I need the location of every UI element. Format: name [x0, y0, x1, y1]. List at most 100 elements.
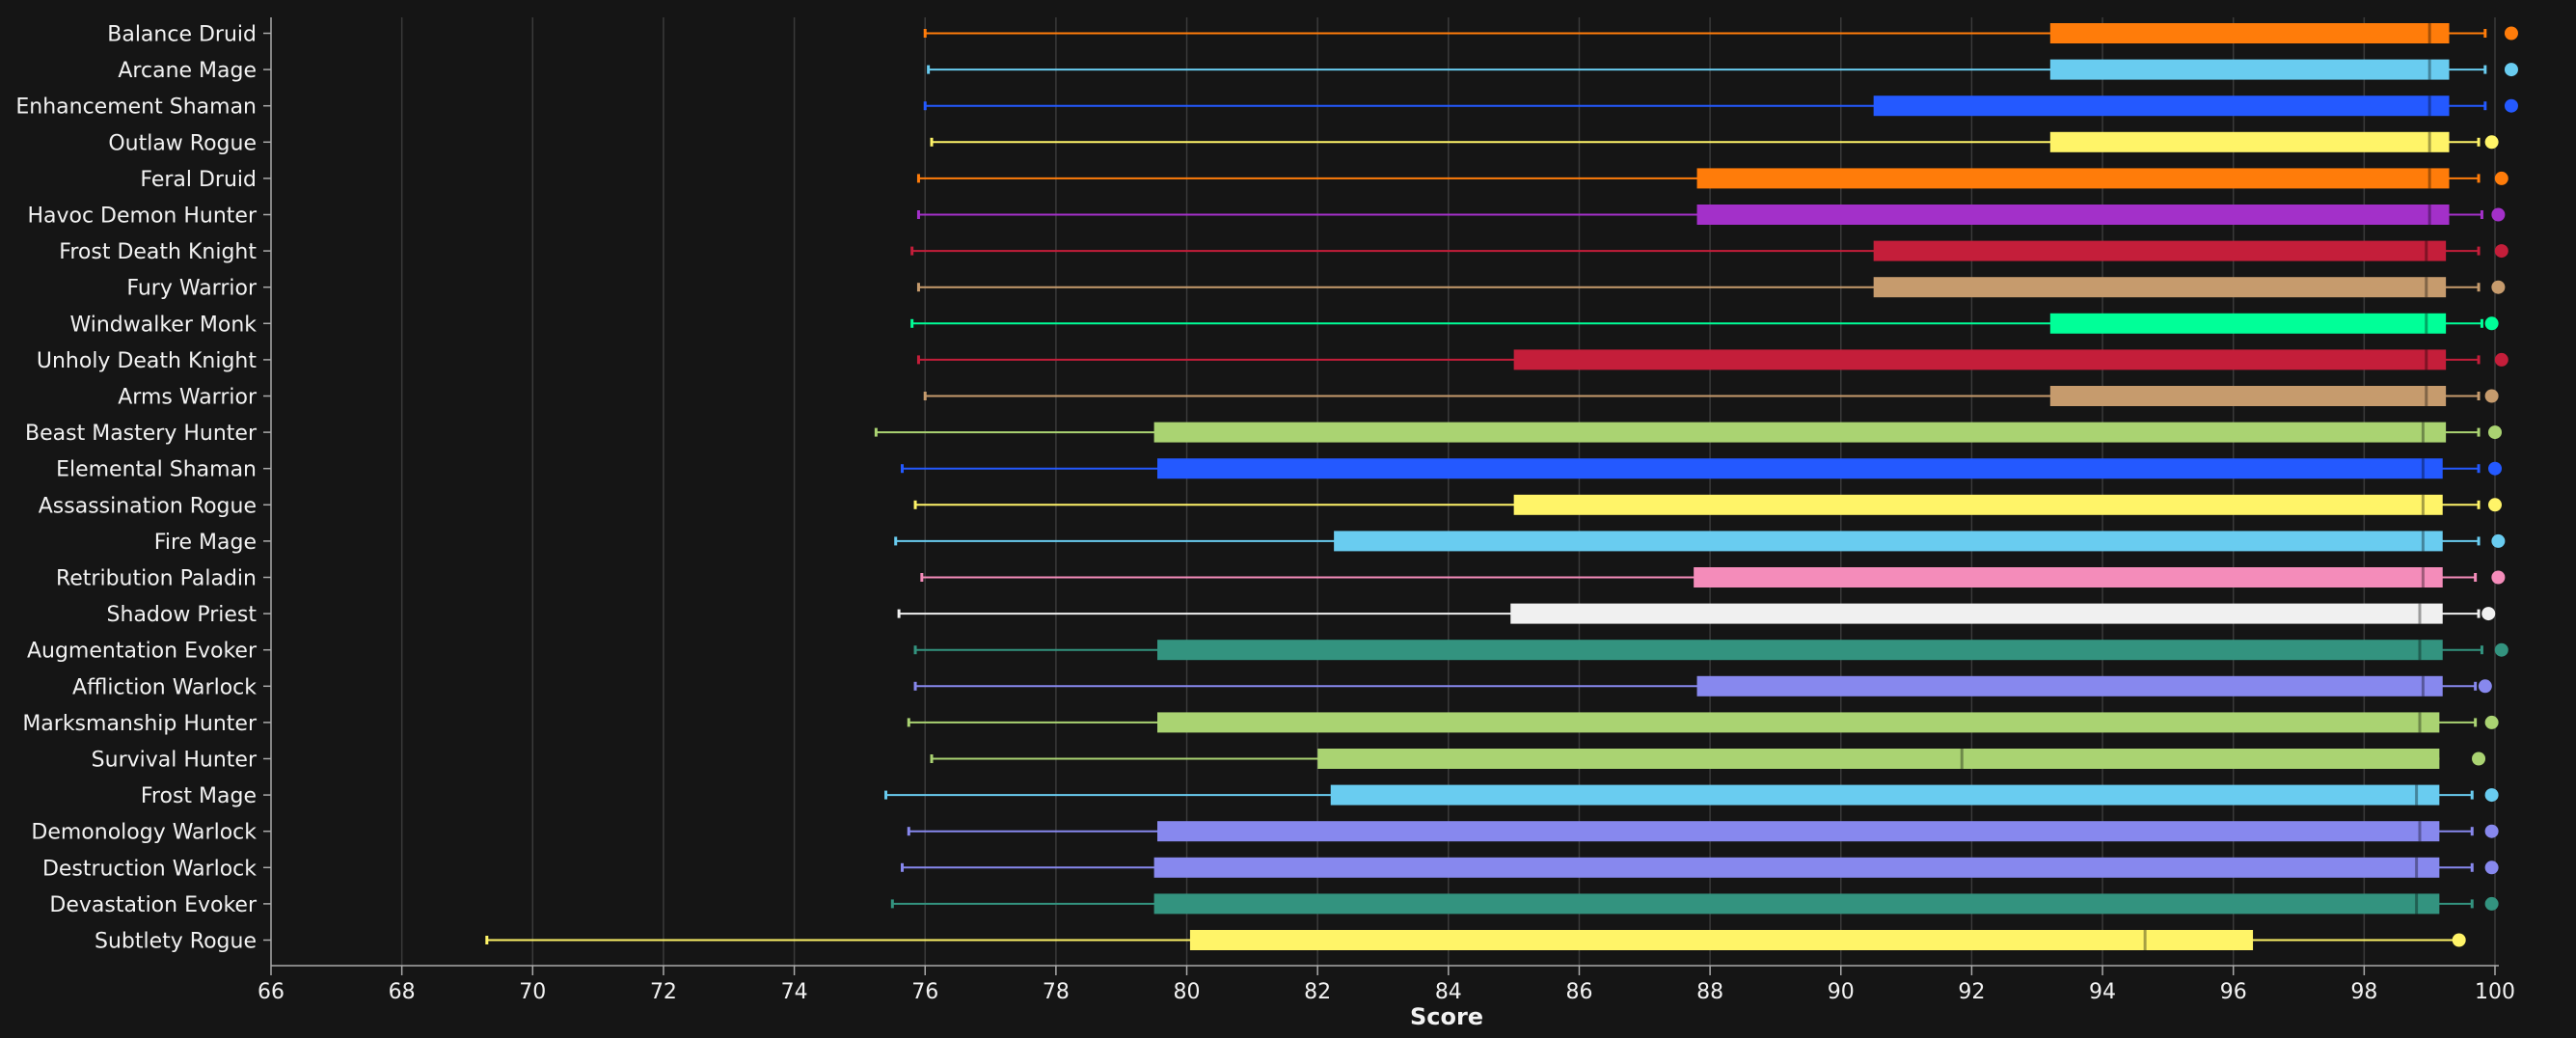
spec-label: Frost Mage [141, 784, 257, 808]
x-axis: 66 68 70 72 74 76 78 80 82 84 86 88 90 92 94 96 98 100 [258, 17, 2515, 1004]
box-row [923, 96, 2518, 117]
box-row [910, 313, 2499, 334]
spec-label: Beast Mastery Hunter [25, 422, 258, 446]
outlier-point [2504, 26, 2518, 41]
box-row [916, 277, 2506, 298]
iqr-box [1157, 712, 2440, 733]
iqr-box [1317, 749, 2440, 769]
iqr-box [1873, 96, 2450, 117]
iqr-box [1334, 531, 2443, 552]
x-tick-label: 100 [2475, 980, 2515, 1004]
outlier-point [2491, 207, 2506, 222]
iqr-box [1696, 205, 2450, 225]
spec-label: Subtlety Rogue [95, 930, 257, 954]
outlier-point [2484, 715, 2499, 729]
spec-label: Windwalker Monk [69, 313, 257, 337]
iqr-box [2049, 23, 2450, 43]
box-row [485, 930, 2466, 950]
x-tick-label: 74 [781, 980, 808, 1004]
iqr-box [2049, 386, 2447, 406]
spec-label: Demonology Warlock [31, 821, 257, 845]
spec-label: Fire Mage [154, 531, 257, 555]
outlier-point [2488, 461, 2502, 476]
iqr-box [1510, 603, 2443, 624]
iqr-box [2049, 131, 2450, 152]
spec-label: Destruction Warlock [42, 857, 257, 881]
box-row [916, 205, 2506, 225]
spec-label: Marksmanship Hunter [22, 712, 258, 736]
x-tick-label: 72 [650, 980, 677, 1004]
box-row [874, 422, 2502, 443]
x-tick-label: 90 [1828, 980, 1855, 1004]
x-tick-label: 92 [1958, 980, 1985, 1004]
x-tick-label: 76 [911, 980, 938, 1004]
outlier-point [2488, 425, 2502, 440]
iqr-box [1873, 240, 2447, 261]
x-tick-label: 88 [1696, 980, 1723, 1004]
outlier-point [2494, 352, 2508, 367]
spec-label: Feral Druid [140, 168, 257, 192]
spec-label: Affliction Warlock [72, 675, 257, 699]
box-row [920, 567, 2506, 587]
box-row [907, 712, 2499, 733]
x-tick-label: 98 [2350, 980, 2377, 1004]
x-tick-label: 80 [1174, 980, 1201, 1004]
box-row [884, 784, 2499, 806]
iqr-box [1330, 784, 2440, 806]
outlier-point [2481, 607, 2496, 621]
iqr-box [1696, 168, 2450, 189]
iqr-box [1873, 277, 2447, 298]
spec-label: Fury Warrior [126, 277, 258, 301]
iqr-box [1513, 494, 2443, 515]
spec-label: Outlaw Rogue [108, 131, 257, 155]
outlier-point [2488, 498, 2502, 512]
box-row [913, 640, 2508, 661]
x-tick-label: 86 [1565, 980, 1592, 1004]
spec-label: Arcane Mage [118, 59, 257, 83]
spec-label: Shadow Priest [107, 603, 258, 627]
iqr-box [1153, 857, 2440, 878]
spec-label: Assassination Rogue [39, 494, 257, 518]
iqr-box [2049, 313, 2447, 334]
outlier-point [2452, 933, 2466, 947]
x-tick-label: 84 [1435, 980, 1462, 1004]
boxes [485, 23, 2518, 950]
outlier-point [2478, 679, 2492, 694]
outlier-point [2494, 171, 2508, 185]
x-tick-label: 66 [258, 980, 285, 1004]
box-row [923, 23, 2518, 43]
outlier-point [2504, 98, 2518, 113]
box-row [930, 749, 2486, 769]
box-row [930, 131, 2499, 152]
outlier-point [2494, 642, 2508, 657]
outlier-point [2494, 244, 2508, 259]
box-row [913, 494, 2502, 515]
iqr-box [1153, 422, 2447, 443]
box-row [910, 240, 2508, 261]
outlier-point [2491, 570, 2506, 585]
outlier-point [2504, 63, 2518, 77]
x-tick-label: 82 [1304, 980, 1331, 1004]
iqr-box [1513, 349, 2447, 370]
iqr-box [1694, 567, 2443, 587]
spec-label: Retribution Paladin [56, 567, 257, 591]
box-row [900, 857, 2499, 878]
box-row [923, 386, 2499, 406]
box-row [913, 675, 2492, 697]
iqr-box [2049, 59, 2450, 80]
iqr-box [1157, 458, 2443, 479]
box-row [916, 168, 2508, 189]
spec-label: Enhancement Shaman [15, 96, 257, 120]
spec-label: Survival Hunter [92, 749, 258, 773]
outlier-point [2484, 824, 2499, 838]
x-axis-title: Score [1410, 1003, 1483, 1030]
spec-label: Unholy Death Knight [37, 349, 257, 373]
outlier-point [2484, 860, 2499, 875]
box-row [900, 458, 2502, 479]
outlier-point [2491, 533, 2506, 548]
x-tick-label: 96 [2220, 980, 2247, 1004]
outlier-point [2484, 316, 2499, 331]
box-row [927, 59, 2518, 80]
